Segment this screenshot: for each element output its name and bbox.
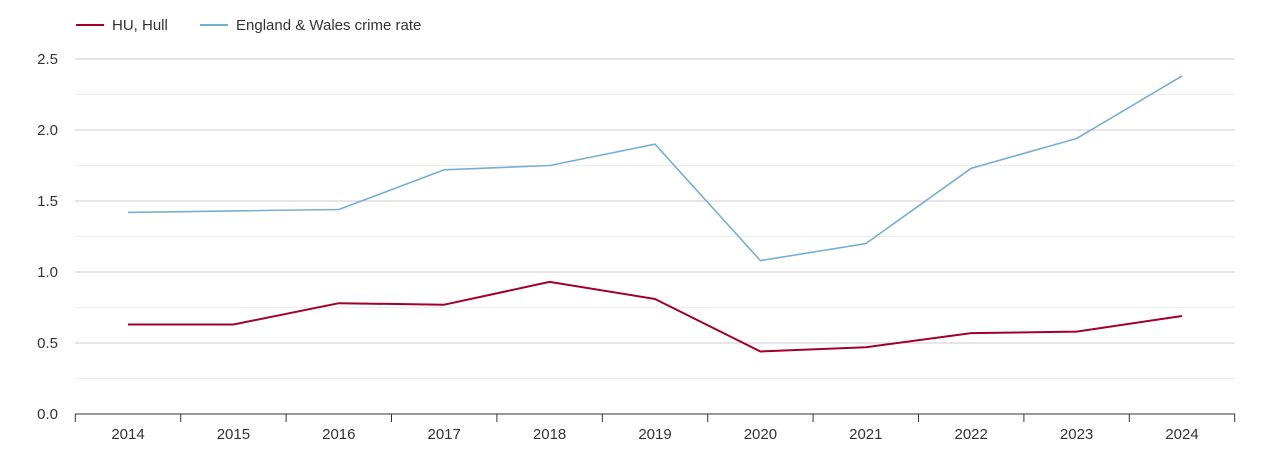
x-axis: 2014 2015 2016 2017 2018 2019 2020 2021 2022 2023… [74, 413, 1236, 443]
y-tick-label: 0.5 [37, 335, 58, 352]
hull-data-point [969, 331, 973, 335]
series-line-england-wales [127, 75, 1183, 262]
england-wales-data-point [1180, 74, 1184, 78]
hull-data-point [337, 301, 341, 305]
england-wales-data-point [758, 259, 762, 263]
england-wales-data-point [864, 242, 868, 246]
y-tick-label: 0.0 [37, 406, 58, 423]
y-tick-label: 1.5 [37, 193, 58, 210]
x-tick-label: 2023 [1060, 426, 1093, 443]
england-wales-data-point [231, 209, 235, 213]
x-tick-label: 2014 [111, 426, 144, 443]
hull-data-point [231, 323, 235, 327]
hull-data-point [442, 303, 446, 307]
hull-data-point [864, 345, 868, 349]
x-tick-label: 2020 [744, 426, 777, 443]
x-tick-label: 2024 [1165, 426, 1198, 443]
x-tick-label: 2016 [322, 426, 355, 443]
hull-data-point [1075, 330, 1079, 334]
y-axis: 0.0 0.5 1.0 1.5 2.0 2.5 [37, 51, 58, 423]
legend-label-hull: HU, Hull [112, 17, 168, 34]
x-tick-label: 2021 [849, 426, 882, 443]
england-wales-data-point [653, 142, 657, 146]
x-tick-label: 2022 [955, 426, 988, 443]
x-tick-label: 2019 [638, 426, 671, 443]
england-wales-data-point [337, 208, 341, 212]
y-tick-label: 1.0 [37, 264, 58, 281]
series-layer [126, 74, 1184, 354]
legend: HU, Hull England & Wales crime rate [76, 17, 421, 34]
hull-data-point [1180, 314, 1184, 318]
x-tick-label: 2015 [217, 426, 250, 443]
x-tick-label: 2018 [533, 426, 566, 443]
hull-data-point [758, 350, 762, 354]
england-wales-data-point [442, 168, 446, 172]
england-wales-data-point [126, 210, 130, 214]
england-wales-data-point [548, 164, 552, 168]
y-tick-label: 2.5 [37, 51, 58, 68]
series-line-hull [128, 280, 1183, 353]
england-wales-data-point [1075, 137, 1079, 141]
x-tick-label: 2017 [428, 426, 461, 443]
hull-data-point [548, 280, 552, 284]
legend-label-england-wales: England & Wales crime rate [236, 17, 421, 34]
y-tick-label: 2.0 [37, 122, 58, 139]
england-wales-data-point [969, 166, 973, 170]
hull-data-point [126, 323, 130, 327]
hull-data-point [653, 297, 657, 301]
gridlines [75, 58, 1235, 379]
